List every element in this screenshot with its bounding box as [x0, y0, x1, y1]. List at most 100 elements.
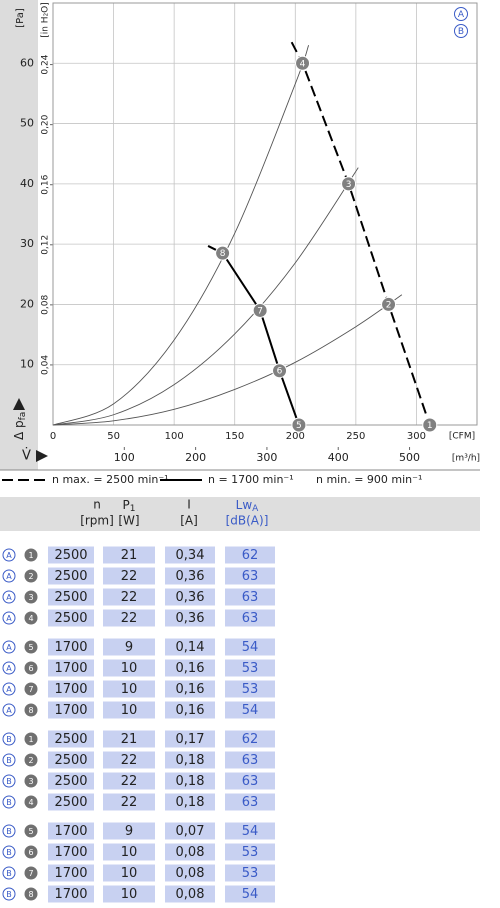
cell-box [165, 588, 215, 606]
cell: 53 [242, 845, 259, 860]
cell: 2500 [54, 795, 87, 810]
cell: 0,17 [176, 732, 205, 747]
cell: 0,36 [176, 611, 205, 626]
y-tick-label: 50 [20, 117, 34, 130]
operating-point [381, 296, 397, 312]
curve-set-label: A [458, 10, 465, 20]
cell-box [165, 772, 215, 790]
x-axis-title: V̇ [22, 448, 31, 463]
cell: 10 [121, 661, 138, 676]
set-label: A [6, 706, 12, 715]
cell: 63 [242, 590, 259, 605]
point-badge [24, 774, 38, 788]
point-label: 6 [28, 848, 33, 857]
cell-box [48, 822, 94, 840]
cell-box [225, 659, 275, 677]
y2-unit: [in H₂O] [41, 2, 51, 38]
cell-box [48, 843, 94, 861]
cell-box [165, 609, 215, 627]
set-label: B [6, 827, 12, 836]
set-label: A [6, 593, 12, 602]
y-axis-title-main: Δ p [12, 420, 26, 440]
cell-box [103, 701, 155, 719]
cell: 2500 [54, 753, 87, 768]
point-label: 1 [28, 735, 33, 744]
cell: 2500 [54, 774, 87, 789]
line [207, 245, 300, 426]
cell-box [48, 546, 94, 564]
col-name: n [93, 498, 101, 512]
cell-box [165, 864, 215, 882]
cell-box [225, 701, 275, 719]
operating-point [291, 417, 307, 433]
set-badge [2, 887, 16, 901]
cell: 62 [242, 548, 259, 563]
curve-set-badge [454, 24, 468, 38]
cell: 21 [121, 548, 138, 563]
line [52, 45, 310, 426]
cell: 62 [242, 732, 259, 747]
operating-point-label: 6 [277, 367, 283, 377]
set-label: B [6, 756, 12, 765]
y-unit: [Pa] [15, 8, 26, 28]
cell-box [48, 772, 94, 790]
cell-box [225, 822, 275, 840]
y2-tick-label: 0,08 [41, 295, 51, 315]
col-unit: [W] [118, 514, 139, 528]
cell: 10 [121, 866, 138, 881]
cell: 1700 [54, 640, 87, 655]
point-badge [24, 795, 38, 809]
point-label: 5 [28, 643, 33, 652]
point-badge [24, 682, 38, 696]
cell: 54 [242, 640, 259, 655]
x2-tick-label: 100 [114, 451, 135, 464]
point-label: 3 [28, 593, 33, 602]
cell-box [48, 730, 94, 748]
x2-tick-label: 400 [328, 451, 349, 464]
col-name: I [187, 498, 191, 512]
cell: 0,08 [176, 887, 205, 902]
cell-box [225, 730, 275, 748]
cell-box [225, 772, 275, 790]
cell-box [165, 885, 215, 903]
cell-box [165, 822, 215, 840]
point-label: 6 [28, 664, 33, 673]
cell-box [48, 701, 94, 719]
col-name-main: Lw [236, 498, 253, 512]
cell-box [225, 843, 275, 861]
x2-tick-label: 300 [256, 451, 277, 464]
x-tick-label: 100 [165, 431, 184, 442]
set-badge [2, 703, 16, 717]
cell-box [165, 701, 215, 719]
cell: 9 [125, 640, 133, 655]
y2-tick-label: 0,20 [41, 114, 51, 134]
cell: 0,36 [176, 590, 205, 605]
operating-point [252, 302, 268, 318]
cell-box [48, 793, 94, 811]
set-badge [2, 590, 16, 604]
cell-box [225, 567, 275, 585]
set-badge [2, 795, 16, 809]
x2-unit: [m³/h] [452, 454, 480, 464]
cell: 0,16 [176, 682, 205, 697]
cell: 2500 [54, 590, 87, 605]
cell: 63 [242, 795, 259, 810]
cell-box [225, 638, 275, 656]
set-label: B [6, 869, 12, 878]
x-tick-label: 0 [50, 431, 56, 442]
cell: 22 [121, 753, 138, 768]
cell: 1700 [54, 887, 87, 902]
y-tick-label: 20 [20, 297, 34, 310]
cell-box [165, 659, 215, 677]
cell-box [103, 680, 155, 698]
cell: 0,34 [176, 548, 205, 563]
cell-box [48, 659, 94, 677]
operating-point [341, 176, 357, 192]
col-name-sub: A [252, 504, 259, 514]
cell: 9 [125, 824, 133, 839]
point-badge [24, 732, 38, 746]
cell: 63 [242, 774, 259, 789]
cell-box [103, 567, 155, 585]
legend-label: n min. = 900 min⁻¹ [316, 473, 422, 486]
point-label: 2 [28, 572, 33, 581]
